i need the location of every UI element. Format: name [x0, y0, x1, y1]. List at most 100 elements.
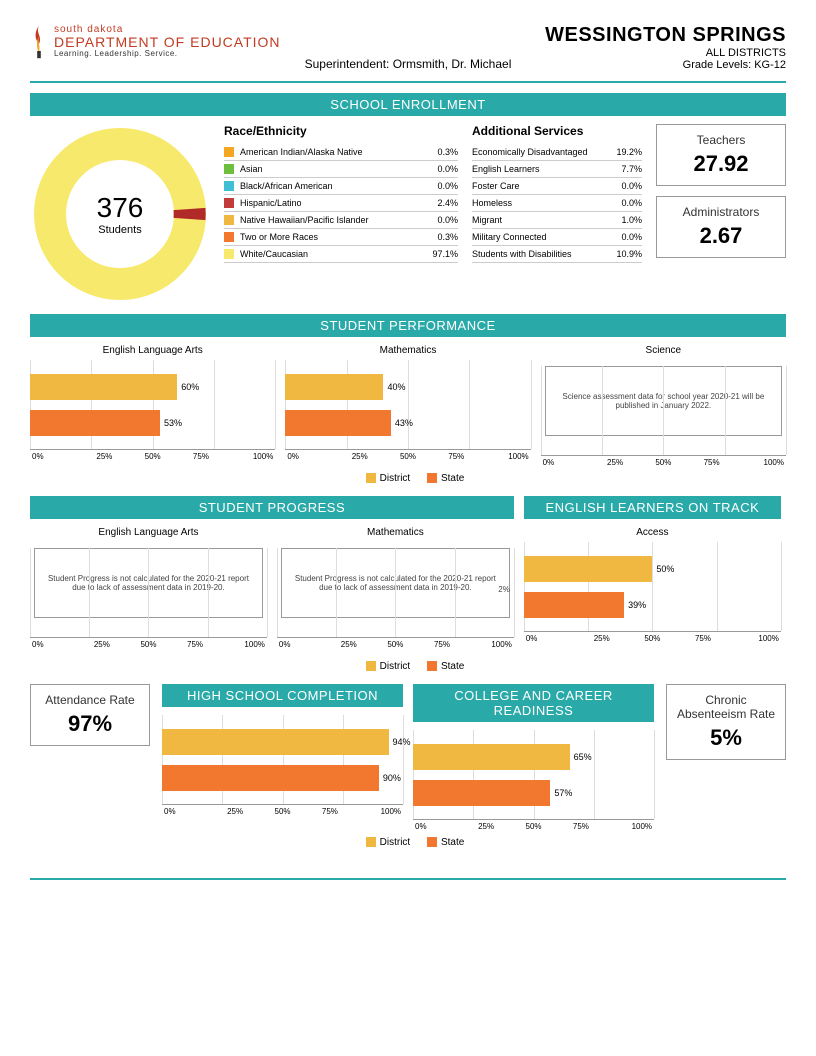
race-swatch — [224, 215, 234, 225]
chart-title: Mathematics — [285, 345, 530, 356]
legend-bottom: District State — [30, 837, 786, 848]
admins-val: 2.67 — [661, 223, 781, 249]
state-swatch — [427, 661, 437, 671]
axis: 0%25%50%75%100% — [30, 452, 275, 461]
axis: 0%25%50%75%100% — [30, 640, 267, 649]
race-swatch — [224, 181, 234, 191]
state-swatch — [427, 473, 437, 483]
district-bar: 65% — [413, 744, 570, 770]
axis: 0%25%50%75%100% — [413, 822, 654, 831]
section-ccr: COLLEGE AND CAREER READINESS — [413, 684, 654, 722]
district-bar: 60% — [30, 374, 177, 400]
state-bar-label: 43% — [395, 418, 413, 428]
chart-area: 40% 43% — [285, 360, 530, 450]
service-row: English Learners7.7% — [472, 161, 642, 178]
service-row: Foster Care0.0% — [472, 178, 642, 195]
chart-area: 60% 53% — [30, 360, 275, 450]
service-val: 0.0% — [604, 198, 642, 208]
bar-chart: English Language Arts Student Progress i… — [30, 527, 267, 649]
service-label: Military Connected — [472, 232, 604, 242]
legend-performance: District State — [30, 473, 786, 484]
all-districts: ALL DISTRICTS — [545, 47, 786, 59]
state-bar-label: 53% — [164, 418, 182, 428]
service-val: 19.2% — [604, 147, 642, 157]
district-swatch — [366, 473, 376, 483]
race-swatch — [224, 198, 234, 208]
teachers-val: 27.92 — [661, 151, 781, 177]
logo-line3: Learning. Leadership. Service. — [54, 50, 281, 59]
district-bar-label: 60% — [181, 382, 199, 392]
service-label: Homeless — [472, 198, 604, 208]
chart-title: Science — [541, 345, 786, 356]
chronic-box: Chronic Absenteeism Rate 5% — [666, 684, 786, 760]
district-swatch — [366, 837, 376, 847]
state-bar: 43% — [285, 410, 390, 436]
race-row: Native Hawaiian/Pacific Islander0.0% — [224, 212, 458, 229]
service-row: Military Connected0.0% — [472, 229, 642, 246]
race-val: 0.3% — [420, 147, 458, 157]
state-bar: 39% — [524, 592, 624, 618]
chart-title: English Language Arts — [30, 345, 275, 356]
race-swatch — [224, 249, 234, 259]
service-label: English Learners — [472, 164, 604, 174]
bar-chart: Science Science assessment data for scho… — [541, 345, 786, 467]
legend-progress: District State — [30, 661, 786, 672]
state-bar-label: 39% — [628, 600, 646, 610]
chronic-title: Chronic Absenteeism Rate — [671, 693, 781, 721]
chart-title: English Language Arts — [30, 527, 267, 538]
axis: 0%25%50%75%100% — [285, 452, 530, 461]
service-label: Students with Disabilities — [472, 249, 604, 259]
chart-area: 65% 57% — [413, 730, 654, 820]
race-swatch — [224, 147, 234, 157]
divider — [30, 81, 786, 83]
state-bar-label: 90% — [383, 773, 401, 783]
logo-line2: DEPARTMENT OF EDUCATION — [54, 35, 281, 50]
additional-services-list: Additional Services Economically Disadva… — [472, 124, 642, 263]
attendance-box: Attendance Rate 97% — [30, 684, 150, 746]
axis: 0%25%50%75%100% — [162, 807, 403, 816]
section-progress: STUDENT PROGRESS — [30, 496, 514, 519]
chart-area: Science assessment data for school year … — [541, 366, 786, 456]
bar-chart: Mathematics Student Progress is not calc… — [277, 527, 514, 649]
race-label: Black/African American — [240, 181, 420, 191]
chart-area: Student Progress is not calculated for t… — [277, 548, 514, 638]
service-label: Economically Disadvantaged — [472, 147, 604, 157]
section-enrollment: SCHOOL ENROLLMENT — [30, 93, 786, 116]
axis: 0%25%50%75%100% — [277, 640, 514, 649]
race-val: 0.0% — [420, 215, 458, 225]
district-bar: 50% — [524, 556, 653, 582]
race-label: White/Caucasian — [240, 249, 420, 259]
axis: 0%25%50%75%100% — [541, 458, 786, 467]
race-row: Asian0.0% — [224, 161, 458, 178]
service-val: 0.0% — [604, 181, 642, 191]
flame-icon — [30, 24, 48, 60]
service-row: Migrant1.0% — [472, 212, 642, 229]
district-swatch — [366, 661, 376, 671]
race-label: American Indian/Alaska Native — [240, 147, 420, 157]
axis: 0%25%50%75%100% — [524, 634, 781, 643]
race-swatch — [224, 232, 234, 242]
bar-chart: Access 50% 39% 0%25%50%75%100% — [524, 527, 781, 643]
teachers-box: Teachers 27.92 — [656, 124, 786, 186]
district-name: WESSINGTON SPRINGS — [545, 24, 786, 47]
admins-title: Administrators — [661, 205, 781, 219]
service-val: 1.0% — [604, 215, 642, 225]
section-hsc: HIGH SCHOOL COMPLETION — [162, 684, 403, 707]
district-bar: 40% — [285, 374, 383, 400]
state-bar-label: 57% — [554, 788, 572, 798]
chart-title: Mathematics — [277, 527, 514, 538]
state-bar: 90% — [162, 765, 379, 791]
race-val: 0.3% — [420, 232, 458, 242]
state-bar: 57% — [413, 780, 550, 806]
services-title: Additional Services — [472, 124, 642, 138]
admins-box: Administrators 2.67 — [656, 196, 786, 258]
donut-label: Students — [97, 224, 144, 236]
chart-area: Student Progress is not calculated for t… — [30, 548, 267, 638]
chronic-val: 5% — [671, 725, 781, 751]
service-val: 0.0% — [604, 232, 642, 242]
bar-chart: Mathematics 40% 43% 0%25%50%75%100% — [285, 345, 530, 467]
service-label: Migrant — [472, 215, 604, 225]
race-val: 0.0% — [420, 181, 458, 191]
service-row: Economically Disadvantaged19.2% — [472, 144, 642, 161]
grade-levels: Grade Levels: KG-12 — [545, 59, 786, 71]
